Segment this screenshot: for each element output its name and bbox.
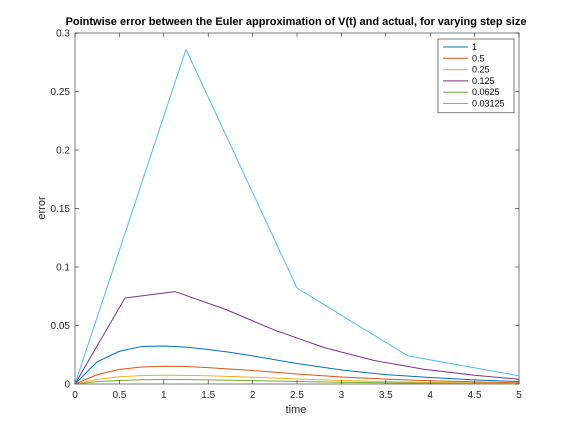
y-tick-label: 0.25 bbox=[51, 87, 71, 98]
legend-label: 0.03125 bbox=[472, 99, 505, 109]
series-line-1 bbox=[74, 365, 520, 385]
x-tick-label: 4.5 bbox=[468, 390, 482, 401]
y-axis-ticks: 0 0.05 0.1 0.15 0.2 0.25 0.3 bbox=[51, 29, 519, 391]
x-tick-label: 3 bbox=[339, 390, 345, 401]
x-tick-label: 1.5 bbox=[201, 390, 215, 401]
y-tick-label: 0.05 bbox=[51, 321, 71, 332]
y-tick-label: 0.15 bbox=[51, 204, 71, 215]
legend-label: 0.0625 bbox=[472, 87, 500, 97]
legend-label: 0.125 bbox=[472, 76, 495, 86]
x-tick-label: 0 bbox=[72, 390, 78, 401]
x-axis-label: time bbox=[286, 404, 307, 416]
x-tick-label: 5 bbox=[516, 390, 522, 401]
series-line-4 bbox=[74, 379, 520, 385]
y-tick-label: 0.2 bbox=[56, 146, 70, 157]
series-line-3 bbox=[74, 291, 520, 385]
chart-title: Pointwise error between the Euler approx… bbox=[66, 16, 527, 28]
x-tick-label: 3.5 bbox=[379, 390, 393, 401]
series-line-0 bbox=[74, 345, 520, 385]
y-axis-label: error bbox=[36, 196, 48, 220]
legend-label: 0.5 bbox=[472, 53, 485, 63]
legend-label: 0.25 bbox=[472, 65, 490, 75]
legend-label: 1 bbox=[472, 42, 477, 52]
series-line-2 bbox=[74, 374, 520, 385]
x-tick-label: 2.5 bbox=[290, 390, 304, 401]
x-tick-label: 1 bbox=[161, 390, 167, 401]
series-line-5 bbox=[74, 48, 520, 385]
legend-box bbox=[437, 38, 515, 114]
series-lines bbox=[74, 48, 520, 385]
x-tick-label: 0.5 bbox=[112, 390, 126, 401]
x-tick-label: 2 bbox=[250, 390, 256, 401]
y-tick-label: 0.3 bbox=[56, 29, 70, 40]
y-tick-label: 0.1 bbox=[56, 263, 70, 274]
x-tick-label: 4 bbox=[427, 390, 433, 401]
y-tick-label: 0 bbox=[64, 380, 70, 391]
x-axis-ticks: 0 0.5 1 1.5 2 2.5 3 3.5 4 4.5 5 bbox=[72, 33, 522, 401]
